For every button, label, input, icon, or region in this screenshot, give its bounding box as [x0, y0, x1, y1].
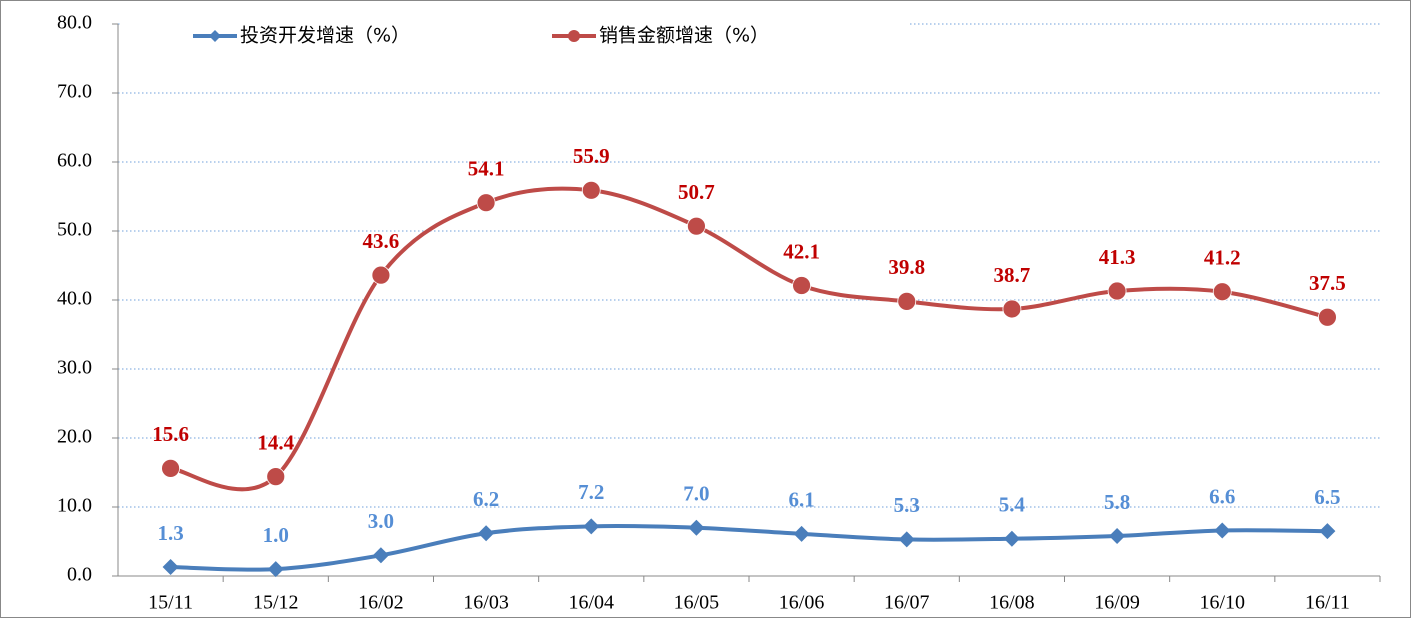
data-label: 6.5 — [1314, 485, 1340, 509]
x-tick-label: 16/05 — [674, 592, 720, 614]
data-label: 42.1 — [783, 239, 820, 263]
data-label: 38.7 — [994, 263, 1031, 287]
y-tick-label: 30.0 — [57, 357, 92, 379]
data-point — [476, 193, 496, 213]
x-tick-label: 16/09 — [1094, 592, 1140, 614]
data-label: 5.4 — [999, 493, 1026, 517]
data-label: 5.3 — [894, 493, 920, 517]
data-point — [897, 291, 917, 311]
data-label: 6.1 — [788, 488, 814, 512]
x-tick-label: 16/04 — [568, 592, 614, 614]
data-label: 3.0 — [368, 509, 394, 533]
series-line — [170, 523, 1328, 572]
y-tick-label: 20.0 — [57, 426, 92, 448]
data-point — [1319, 523, 1336, 540]
data-point — [1109, 527, 1126, 544]
legend-marker — [568, 30, 580, 42]
data-label: 5.8 — [1104, 490, 1130, 514]
data-point — [1214, 522, 1231, 539]
x-tick-label: 16/11 — [1305, 592, 1350, 614]
x-tick-label: 16/06 — [779, 592, 825, 614]
data-label: 50.7 — [678, 180, 715, 204]
data-point — [581, 180, 601, 200]
data-label: 7.2 — [578, 480, 604, 504]
data-label: 43.6 — [363, 229, 400, 253]
legend-background — [120, 16, 908, 40]
data-label: 55.9 — [573, 144, 610, 168]
data-label: 6.2 — [473, 487, 499, 511]
data-point — [687, 216, 706, 236]
data-label: 41.2 — [1204, 246, 1241, 270]
x-tick-label: 16/10 — [1199, 592, 1245, 614]
data-point — [792, 276, 811, 295]
legend-label: 销售金额增速（%） — [599, 25, 769, 47]
data-point — [372, 547, 389, 564]
data-point — [793, 525, 810, 542]
data-point — [162, 559, 179, 576]
x-tick-label: 15/11 — [148, 592, 193, 614]
data-point — [898, 531, 915, 548]
data-point — [1212, 282, 1232, 302]
data-label: 1.0 — [263, 523, 289, 547]
data-label: 14.4 — [257, 430, 294, 454]
x-tick-label: 15/12 — [253, 592, 299, 614]
data-label: 6.6 — [1209, 484, 1235, 508]
data-point — [688, 519, 705, 536]
y-tick-label: 0.0 — [67, 564, 92, 586]
y-tick-label: 40.0 — [57, 288, 92, 310]
y-tick-label: 60.0 — [57, 150, 92, 172]
data-point — [267, 561, 284, 578]
x-tick-label: 16/08 — [989, 592, 1035, 614]
y-tick-label: 80.0 — [57, 12, 92, 34]
data-point — [371, 265, 391, 285]
data-label: 54.1 — [468, 157, 505, 181]
data-point — [583, 518, 600, 535]
data-label: 1.3 — [157, 521, 183, 545]
data-point — [1107, 281, 1127, 301]
x-tick-label: 16/02 — [358, 592, 404, 614]
y-tick-label: 10.0 — [57, 495, 92, 517]
y-tick-label: 50.0 — [57, 219, 92, 241]
x-tick-label: 16/03 — [463, 592, 509, 614]
data-label: 39.8 — [888, 255, 925, 279]
data-label: 15.6 — [152, 422, 189, 446]
data-point — [1002, 299, 1022, 319]
data-label: 41.3 — [1099, 245, 1136, 269]
data-label: 37.5 — [1309, 271, 1346, 295]
data-point — [1318, 307, 1337, 327]
legend-label: 投资开发增速（%） — [240, 25, 410, 47]
data-point — [1003, 530, 1020, 547]
data-point — [266, 467, 286, 487]
data-label: 7.0 — [683, 482, 709, 506]
x-tick-label: 16/07 — [884, 592, 930, 614]
legend-marker — [209, 30, 221, 42]
y-tick-label: 70.0 — [57, 81, 92, 103]
data-point — [161, 458, 180, 478]
data-point — [478, 525, 495, 542]
